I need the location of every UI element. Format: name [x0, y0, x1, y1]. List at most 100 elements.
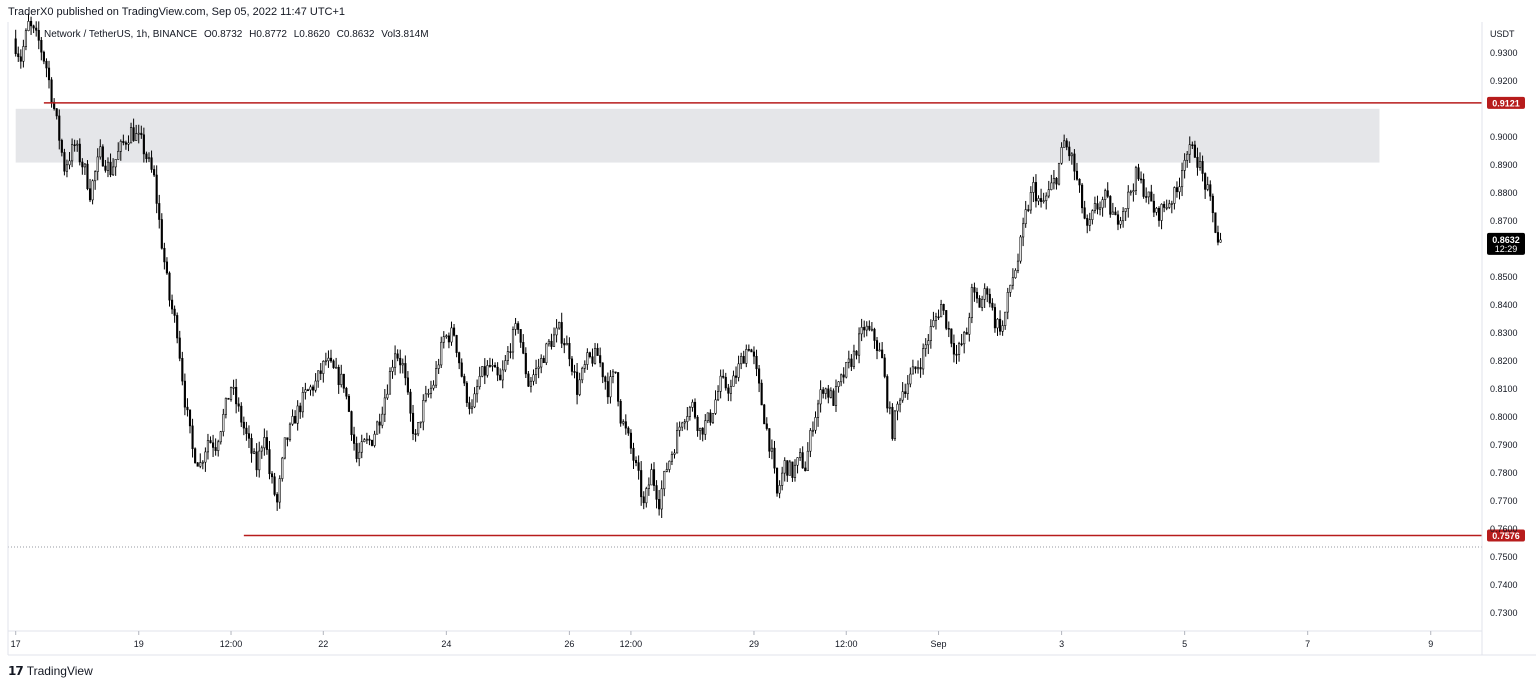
candle-body: [165, 261, 169, 274]
candle-body: [1052, 177, 1055, 184]
candle-body: [942, 304, 945, 311]
candle-body: [1145, 196, 1148, 198]
candle-body: [988, 293, 991, 304]
candle-body: [142, 134, 145, 155]
candle-body: [399, 357, 402, 366]
candle-body: [668, 460, 671, 470]
candle-body: [891, 406, 894, 439]
candle-body: [1034, 182, 1038, 202]
candle-body: [840, 374, 843, 383]
candle-body: [1175, 187, 1179, 193]
candle-body: [1009, 284, 1012, 293]
candle-body: [924, 344, 927, 349]
candle-body: [986, 288, 989, 295]
time-tick-label: 17: [11, 639, 21, 649]
candle-body: [291, 415, 294, 425]
candle-body: [1088, 219, 1091, 226]
candle-body: [496, 366, 499, 376]
price-tick-label: 0.7800: [1490, 468, 1518, 478]
candle-body: [260, 447, 263, 452]
candle-body: [406, 377, 409, 393]
candle-body: [583, 364, 586, 369]
candle-body: [296, 405, 299, 424]
time-tick-label: Sep: [931, 639, 947, 649]
candle-body: [158, 203, 161, 220]
candle-body: [322, 360, 325, 374]
candle-body: [235, 386, 238, 405]
candle-body: [742, 355, 745, 364]
candle-body: [829, 390, 832, 398]
candle-body: [1139, 178, 1143, 181]
candle-body: [145, 153, 148, 159]
candle-body: [224, 397, 227, 415]
candle-body: [704, 420, 707, 435]
candle-body: [186, 406, 189, 411]
candle-body: [1057, 162, 1061, 185]
candle-body: [340, 373, 343, 386]
candle-body: [245, 427, 248, 434]
candle-body: [170, 299, 174, 310]
candle-body: [1047, 189, 1050, 197]
candle-body: [373, 433, 376, 446]
tradingview-brand: TradingView: [26, 664, 93, 678]
candle-body: [419, 421, 422, 424]
candle-body: [1040, 198, 1043, 202]
candle-body: [465, 382, 468, 403]
candle-body: [919, 367, 922, 370]
candle-body: [1011, 277, 1014, 286]
candle-body: [360, 441, 363, 453]
candle-body: [816, 403, 820, 418]
candle-body: [511, 329, 515, 353]
candle-body: [568, 343, 571, 360]
candle-body: [96, 156, 99, 172]
candle-body: [1006, 292, 1009, 313]
candle-body: [647, 484, 650, 489]
candle-body: [1114, 211, 1117, 216]
candle-body: [411, 412, 415, 434]
candle-body: [781, 472, 784, 486]
candle-body: [458, 352, 461, 364]
candle-body: [683, 421, 686, 424]
candle-body: [1181, 170, 1184, 188]
candle-body: [476, 386, 479, 395]
time-tick-label: 7: [1305, 639, 1310, 649]
candle-body: [947, 328, 950, 330]
candle-body: [247, 433, 251, 439]
candle-body: [1075, 170, 1079, 180]
candle-body: [870, 328, 873, 331]
candle-body: [452, 327, 456, 336]
tradingview-footer[interactable]: 𝟭𝟳 TradingView: [8, 664, 93, 678]
candle-body: [1070, 153, 1073, 157]
candle-body: [940, 304, 943, 318]
candle-body: [632, 447, 635, 461]
candle-body: [319, 370, 322, 374]
candle-body: [101, 146, 104, 167]
candle-body: [591, 356, 594, 364]
candle-body: [1050, 182, 1053, 190]
candle-body: [1083, 207, 1086, 219]
candle-body: [1101, 199, 1104, 209]
candle-body: [129, 127, 133, 144]
candle-body: [906, 383, 909, 395]
candle-body: [1178, 186, 1181, 193]
candle-body: [547, 340, 550, 345]
candle-body: [350, 411, 353, 436]
candle-body: [552, 334, 556, 347]
candle-body: [401, 363, 404, 366]
candle-body: [670, 454, 674, 462]
candle-body: [355, 443, 358, 459]
candle-body: [983, 288, 986, 300]
price-tick-label: 0.7500: [1490, 552, 1518, 562]
candle-body: [309, 386, 312, 391]
candle-body: [611, 371, 615, 377]
candle-body: [614, 371, 617, 374]
candle-body: [1122, 211, 1125, 222]
candle-body: [1001, 325, 1004, 332]
candle-body: [65, 164, 69, 172]
candle-body: [806, 450, 809, 472]
candle-body: [750, 349, 753, 353]
bar-countdown-label: 12:29: [1495, 244, 1518, 254]
candle-body: [845, 362, 848, 378]
candle-body: [627, 427, 630, 434]
